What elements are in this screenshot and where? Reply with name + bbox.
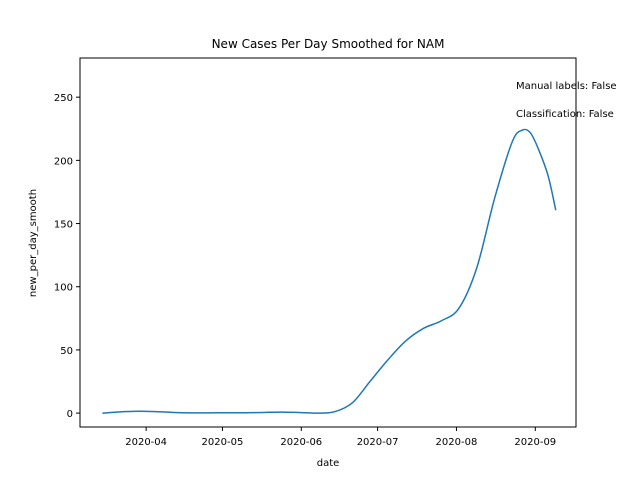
y-tick-label: 50 (60, 346, 73, 357)
x-axis-label: date (317, 458, 340, 469)
x-axis: 2020-04 2020-05 2020-06 2020-07 2020-08 2020-… (125, 427, 556, 448)
x-tick-label: 2020-05 (202, 437, 244, 448)
y-axis-label: new_per_day_smooth (28, 189, 39, 297)
x-tick-label: 2020-08 (436, 437, 478, 448)
x-tick-label: 2020-09 (514, 437, 556, 448)
plot-area (102, 128, 557, 414)
y-tick-label: 100 (54, 283, 73, 294)
series-line (102, 128, 557, 414)
x-tick-label: 2020-06 (280, 437, 322, 448)
y-tick-label: 0 (67, 409, 73, 420)
chart-title: New Cases Per Day Smoothed for NAM (212, 37, 445, 51)
y-tick-label: 200 (54, 156, 73, 167)
y-tick-label: 250 (54, 93, 73, 104)
x-tick-label: 2020-04 (125, 437, 167, 448)
annotation-manual-labels: Manual labels: False (516, 81, 617, 92)
x-tick-label: 2020-07 (357, 437, 399, 448)
plot-frame (79, 57, 577, 428)
y-axis: 0 50 100 150 200 250 (54, 93, 80, 420)
y-tick-label: 150 (54, 220, 73, 231)
annotation-classification: Classification: False (516, 109, 614, 120)
